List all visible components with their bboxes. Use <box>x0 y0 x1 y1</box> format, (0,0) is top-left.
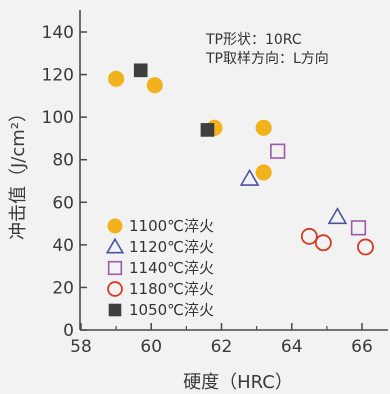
y-axis-title: 冲击值（J/cm²） <box>8 104 29 240</box>
data-point <box>255 164 272 181</box>
data-point <box>200 123 215 137</box>
series-group <box>300 227 374 256</box>
axes-layer: 0 20 40 60 80 100 120 140 58 60 62 64 66 <box>42 10 388 357</box>
x-tick-label: 62 <box>211 337 233 357</box>
data-point <box>133 63 148 78</box>
series-group <box>239 168 348 225</box>
annotation-direction: TP取样方向：L方向 <box>205 51 329 67</box>
points-layer <box>108 63 374 256</box>
legend-label: 1100℃淬火 <box>129 217 214 235</box>
y-tick-label: 100 <box>42 108 74 128</box>
legend-label: 1120℃淬火 <box>129 238 214 256</box>
series-group <box>133 63 215 137</box>
data-point <box>327 207 348 225</box>
x-tick-label: 58 <box>70 337 92 357</box>
legend-marker <box>107 281 123 297</box>
y-tick-label: 60 <box>52 193 74 213</box>
legend-label: 1140℃淬火 <box>129 259 214 277</box>
series-group <box>270 143 367 236</box>
legend: 1100℃淬火 1120℃淬火 1140℃淬火 1180℃淬火 1050℃淬火 <box>105 217 214 319</box>
y-tick-label: 20 <box>52 278 74 298</box>
y-tick-label: 40 <box>52 236 74 256</box>
x-tick-label: 64 <box>281 337 303 357</box>
data-point <box>314 234 332 252</box>
data-point <box>255 119 272 136</box>
legend-label: 1050℃淬火 <box>129 301 214 319</box>
x-tick-label: 60 <box>140 337 162 357</box>
data-point <box>108 70 125 87</box>
annotation-layer: TP形状：10RC TP取样方向：L方向 <box>205 32 329 67</box>
y-tick-label: 0 <box>63 321 74 341</box>
data-point <box>350 220 367 236</box>
data-point <box>300 227 318 245</box>
legend-marker <box>108 303 122 317</box>
data-point <box>146 77 163 94</box>
data-point <box>270 143 286 159</box>
legend-marker <box>107 218 123 234</box>
x-axis-title: 硬度（HRC） <box>183 372 293 393</box>
legend-marker <box>105 237 125 254</box>
series-group <box>108 70 272 181</box>
legend-label: 1180℃淬火 <box>129 280 214 298</box>
data-point <box>239 168 260 186</box>
data-point <box>357 238 374 256</box>
y-tick-label: 120 <box>42 66 74 86</box>
annotation-shape: TP形状：10RC <box>205 32 302 48</box>
legend-marker <box>107 260 123 276</box>
x-tick-label: 66 <box>351 337 373 357</box>
y-tick-label: 140 <box>42 23 74 43</box>
y-tick-label: 80 <box>52 151 74 171</box>
